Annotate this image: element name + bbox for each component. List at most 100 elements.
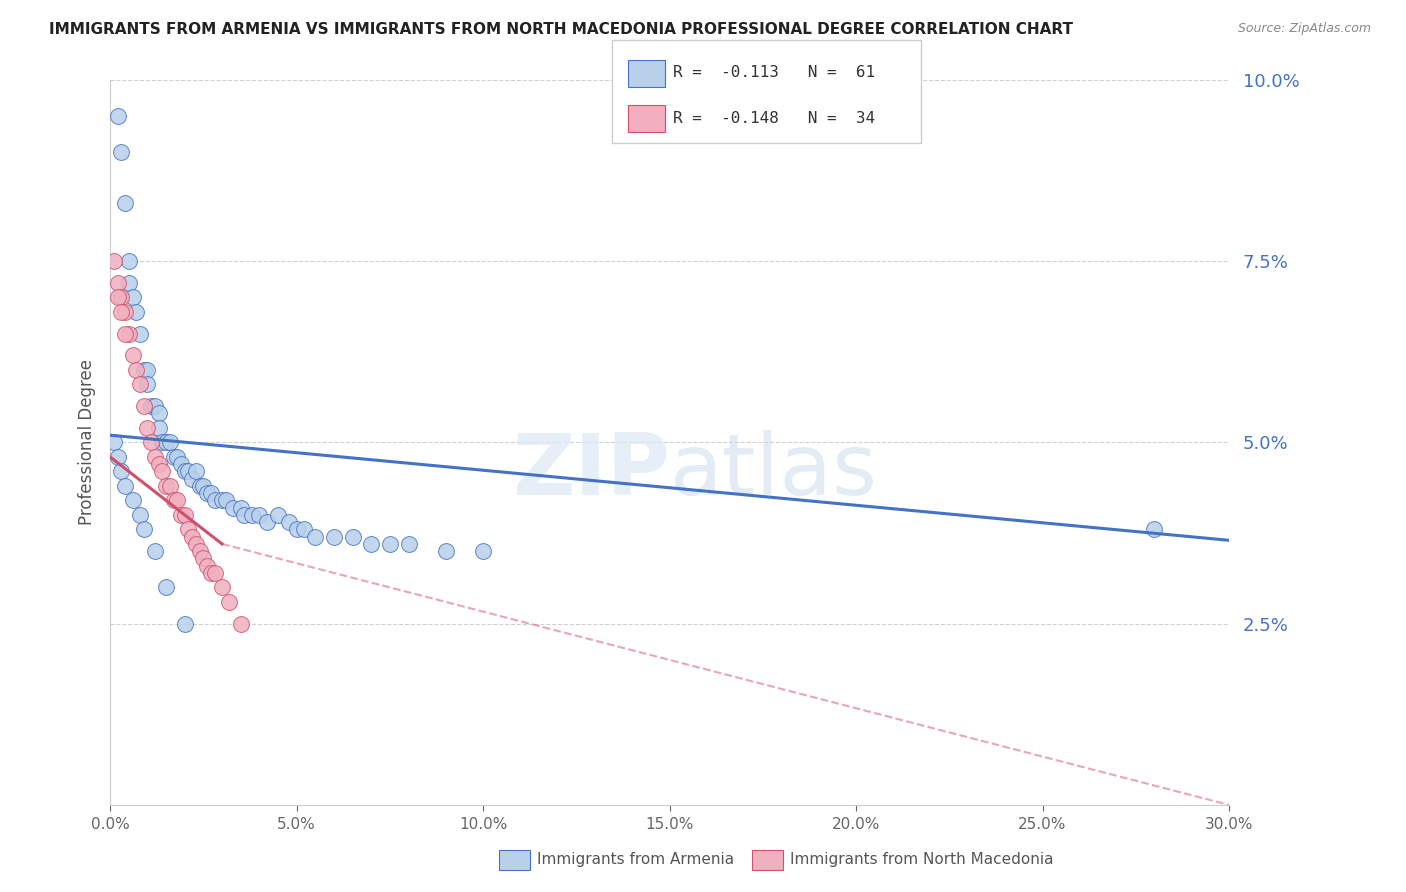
Point: [177, 523, 200, 537]
Point: [215, 493, 238, 508]
Point: [200, 486, 222, 500]
Point: [118, 254, 141, 268]
Point: [170, 508, 193, 522]
Point: [150, 435, 173, 450]
Point: [360, 537, 382, 551]
Text: Immigrants from North Macedonia: Immigrants from North Macedonia: [790, 853, 1053, 867]
Point: [125, 305, 148, 319]
Point: [121, 348, 143, 362]
Point: [184, 537, 207, 551]
Point: [322, 530, 344, 544]
Point: [107, 290, 129, 304]
Point: [155, 581, 177, 595]
Point: [159, 479, 181, 493]
Point: [132, 523, 155, 537]
Point: [129, 377, 152, 392]
Point: [114, 326, 136, 341]
Point: [398, 537, 420, 551]
Point: [132, 399, 155, 413]
Point: [285, 523, 308, 537]
Point: [148, 457, 170, 471]
Point: [195, 558, 218, 573]
Point: [110, 145, 132, 160]
Text: Source: ZipAtlas.com: Source: ZipAtlas.com: [1237, 22, 1371, 36]
Point: [121, 493, 143, 508]
Point: [136, 363, 159, 377]
Text: IMMIGRANTS FROM ARMENIA VS IMMIGRANTS FROM NORTH MACEDONIA PROFESSIONAL DEGREE C: IMMIGRANTS FROM ARMENIA VS IMMIGRANTS FR…: [49, 22, 1073, 37]
Point: [121, 290, 143, 304]
Point: [211, 581, 233, 595]
Point: [141, 435, 163, 450]
Point: [110, 305, 132, 319]
Point: [129, 508, 152, 522]
Point: [107, 109, 129, 123]
Point: [148, 407, 170, 421]
Point: [110, 290, 132, 304]
Point: [218, 595, 240, 609]
Point: [129, 326, 152, 341]
Point: [204, 566, 226, 580]
Point: [170, 457, 193, 471]
Point: [247, 508, 270, 522]
Y-axis label: Professional Degree: Professional Degree: [79, 359, 96, 525]
Point: [166, 450, 188, 464]
Point: [159, 435, 181, 450]
Point: [136, 377, 159, 392]
Point: [181, 530, 204, 544]
Point: [211, 493, 233, 508]
Point: [107, 450, 129, 464]
Point: [173, 508, 195, 522]
Point: [229, 616, 252, 631]
Point: [195, 486, 218, 500]
Point: [114, 479, 136, 493]
Point: [125, 363, 148, 377]
Point: [107, 276, 129, 290]
Point: [240, 508, 263, 522]
Point: [173, 616, 195, 631]
Point: [143, 544, 166, 558]
Text: ZIP: ZIP: [512, 430, 669, 513]
Point: [200, 566, 222, 580]
Text: R =  -0.148   N =  34: R = -0.148 N = 34: [673, 112, 876, 126]
Point: [267, 508, 290, 522]
Point: [155, 435, 177, 450]
Point: [114, 196, 136, 211]
Point: [193, 479, 215, 493]
Point: [103, 254, 125, 268]
Point: [118, 276, 141, 290]
Point: [114, 305, 136, 319]
Point: [229, 500, 252, 515]
Point: [378, 537, 401, 551]
Point: [193, 551, 215, 566]
Point: [1143, 523, 1166, 537]
Point: [434, 544, 457, 558]
Point: [118, 326, 141, 341]
Point: [173, 465, 195, 479]
Point: [304, 530, 326, 544]
Point: [141, 399, 163, 413]
Point: [166, 493, 188, 508]
Point: [472, 544, 495, 558]
Point: [132, 363, 155, 377]
Point: [188, 544, 211, 558]
Point: [181, 472, 204, 486]
Text: Immigrants from Armenia: Immigrants from Armenia: [537, 853, 734, 867]
Point: [143, 450, 166, 464]
Point: [162, 450, 184, 464]
Text: atlas: atlas: [669, 430, 877, 513]
Point: [148, 421, 170, 435]
Point: [162, 493, 184, 508]
Text: R =  -0.113   N =  61: R = -0.113 N = 61: [673, 65, 876, 79]
Point: [150, 465, 173, 479]
Point: [177, 465, 200, 479]
Point: [110, 465, 132, 479]
Point: [188, 479, 211, 493]
Point: [136, 421, 159, 435]
Point: [222, 500, 245, 515]
Point: [204, 493, 226, 508]
Point: [184, 465, 207, 479]
Point: [143, 399, 166, 413]
Point: [256, 515, 278, 529]
Point: [342, 530, 364, 544]
Point: [292, 523, 315, 537]
